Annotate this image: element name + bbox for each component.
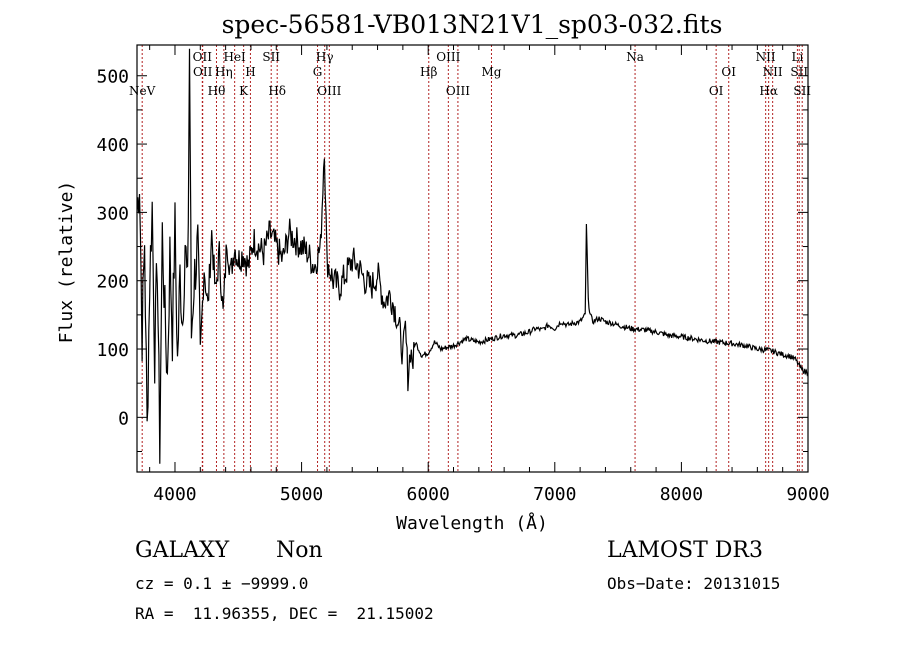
line-label-0: NeV: [129, 84, 156, 98]
line-label-1: OII: [193, 50, 213, 64]
x-tick-label-9000: 9000: [786, 484, 829, 505]
line-label-16: Mg: [481, 65, 501, 79]
x-tick-label-7000: 7000: [533, 484, 576, 505]
chart-title: spec-56581-VB013N21V1_sp03-032.fits: [222, 10, 723, 39]
line-label-8: SII: [262, 50, 280, 64]
line-label-25: SII: [793, 84, 811, 98]
line-label-9: Hδ: [268, 84, 286, 98]
line-label-20: NII: [756, 50, 776, 64]
y-tick-label-0: 0: [118, 408, 129, 429]
line-label-22: NII: [763, 65, 783, 79]
spectrum-series-line: [136, 48, 809, 464]
line-label-18: OI: [709, 84, 724, 98]
line-label-3: Hθ: [208, 84, 226, 98]
y-tick-label-500: 500: [96, 67, 129, 88]
y-tick-label-300: 300: [96, 203, 129, 224]
object-subclass: Non: [276, 538, 323, 563]
line-label-2: OII: [193, 65, 213, 79]
x-tick-label-6000: 6000: [407, 484, 450, 505]
survey-name: LAMOST DR3: [607, 538, 763, 563]
plot-frame: [136, 44, 809, 473]
line-label-15: OIII: [446, 84, 470, 98]
line-label-14: OIII: [436, 50, 460, 64]
y-axis-label: Flux (relative): [56, 181, 77, 344]
line-label-7: H: [245, 65, 255, 79]
line-label-11: Hγ: [316, 50, 334, 64]
x-tick-label-4000: 4000: [153, 484, 196, 505]
y-tick-label-200: 200: [96, 272, 129, 293]
line-label-17: Na: [626, 50, 644, 64]
y-tick-label-100: 100: [96, 340, 129, 361]
line-label-4: Hη: [215, 65, 233, 79]
line-label-19: OI: [721, 65, 736, 79]
line-label-13: Hβ: [420, 65, 437, 79]
line-label-23: Li: [792, 50, 804, 64]
object-class: GALAXY: [135, 538, 230, 563]
x-tick-label-5000: 5000: [280, 484, 323, 505]
line-label-6: K: [239, 84, 249, 98]
coordinates: RA = 11.96355, DEC = 21.15002: [135, 604, 434, 623]
x-tick-label-8000: 8000: [660, 484, 703, 505]
y-axis-ticks: 0 100 200 300 400 500: [96, 67, 808, 453]
obs-date: Obs−Date: 20131015: [607, 574, 781, 593]
x-axis-ticks: 4000 5000 6000 7000 8000 9000: [149, 45, 830, 505]
line-label-5: HeI: [223, 50, 246, 64]
emission-line-labels: NeVOIIOIIHθHηHeIKHSIIHδGHγOIIIHβOIIIOIII…: [129, 50, 811, 98]
line-label-21: Hα: [759, 84, 778, 98]
line-label-24: SII: [790, 65, 808, 79]
line-label-12: OIII: [317, 84, 341, 98]
redshift-readout: cz = 0.1 ± −9999.0: [135, 574, 309, 593]
x-axis-label: Wavelength (Å): [396, 512, 548, 534]
line-label-10: G: [313, 65, 323, 79]
y-tick-label-400: 400: [96, 135, 129, 156]
